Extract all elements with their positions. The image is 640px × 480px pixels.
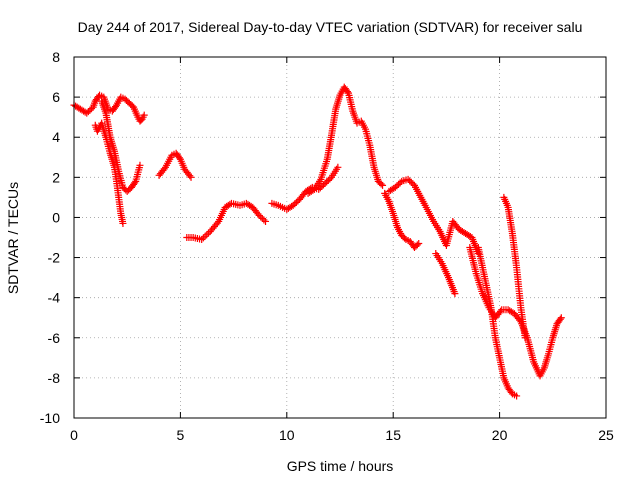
data-points bbox=[70, 83, 565, 400]
series-3 bbox=[98, 97, 144, 195]
data-point bbox=[175, 154, 183, 162]
data-point bbox=[88, 105, 96, 113]
data-point bbox=[556, 315, 564, 323]
data-point bbox=[213, 219, 221, 227]
data-point bbox=[204, 229, 212, 237]
data-point bbox=[160, 165, 168, 173]
axis-ticks: 0 5 10 15 20 25 -10 -8 -6 -4 -2 0 2 4 6 8 bbox=[40, 49, 614, 443]
data-point bbox=[415, 240, 423, 248]
data-point bbox=[186, 172, 194, 180]
data-point bbox=[203, 231, 211, 239]
data-point bbox=[324, 176, 332, 184]
data-point bbox=[291, 200, 299, 208]
series-13 bbox=[500, 193, 529, 342]
data-point bbox=[406, 177, 414, 185]
x-tick-label: 15 bbox=[385, 427, 401, 443]
y-tick-label: 2 bbox=[52, 169, 60, 185]
data-point bbox=[393, 182, 401, 190]
data-point bbox=[379, 181, 387, 189]
data-point bbox=[260, 216, 268, 224]
series-4 bbox=[155, 149, 195, 181]
data-point bbox=[404, 175, 412, 183]
data-point bbox=[136, 161, 144, 169]
data-point bbox=[496, 307, 504, 315]
data-point bbox=[401, 234, 409, 242]
data-point bbox=[343, 88, 351, 96]
data-point bbox=[198, 236, 206, 244]
data-point bbox=[187, 173, 195, 181]
y-tick-label: -6 bbox=[48, 330, 61, 346]
series-12 bbox=[466, 244, 565, 380]
y-tick-label: 0 bbox=[52, 209, 60, 225]
data-point bbox=[513, 392, 521, 400]
data-point bbox=[292, 198, 300, 206]
series-1 bbox=[70, 91, 148, 125]
data-point bbox=[334, 163, 342, 171]
data-point bbox=[131, 179, 139, 187]
series-8 bbox=[381, 189, 423, 252]
x-tick-label: 0 bbox=[70, 427, 78, 443]
data-point bbox=[521, 334, 529, 342]
data-point bbox=[407, 178, 415, 186]
data-point bbox=[395, 180, 403, 188]
y-tick-label: 8 bbox=[52, 49, 60, 65]
y-tick-label: -10 bbox=[40, 410, 60, 426]
data-point bbox=[377, 180, 385, 188]
data-point bbox=[323, 178, 331, 186]
data-point bbox=[557, 314, 565, 322]
y-tick-label: -8 bbox=[48, 370, 61, 386]
y-tick-label: -2 bbox=[48, 250, 61, 266]
x-tick-label: 10 bbox=[279, 427, 295, 443]
y-tick-label: -4 bbox=[48, 290, 61, 306]
plot-frame bbox=[73, 56, 607, 419]
grid-lines bbox=[74, 57, 606, 418]
data-point bbox=[84, 108, 92, 116]
x-axis-title: GPS time / hours bbox=[287, 458, 394, 474]
data-point bbox=[255, 211, 263, 219]
data-point bbox=[289, 201, 297, 209]
data-point bbox=[409, 180, 417, 188]
data-point bbox=[201, 232, 209, 240]
data-point bbox=[140, 111, 148, 119]
data-point bbox=[391, 183, 399, 191]
data-point bbox=[396, 179, 404, 187]
data-point bbox=[257, 213, 265, 221]
series-5 bbox=[183, 199, 270, 244]
data-point bbox=[262, 217, 270, 225]
data-point bbox=[321, 179, 329, 187]
data-point bbox=[83, 109, 91, 117]
data-point bbox=[258, 214, 266, 222]
data-point bbox=[86, 106, 94, 114]
data-point bbox=[326, 175, 334, 183]
y-axis-title: SDTVAR / TECUs bbox=[5, 182, 21, 294]
data-point bbox=[119, 219, 127, 227]
data-point bbox=[413, 241, 421, 249]
x-tick-label: 20 bbox=[492, 427, 508, 443]
series-10 bbox=[432, 250, 459, 298]
y-tick-label: 4 bbox=[52, 129, 60, 145]
y-tick-label: 6 bbox=[52, 89, 60, 105]
data-point bbox=[318, 182, 326, 190]
series-7 bbox=[304, 83, 387, 197]
chart-title: Day 244 of 2017, Sidereal Day-to-day VTE… bbox=[78, 19, 583, 35]
data-point bbox=[111, 103, 119, 111]
data-point bbox=[320, 181, 328, 189]
x-tick-label: 5 bbox=[177, 427, 185, 443]
data-point bbox=[199, 234, 207, 242]
data-point bbox=[451, 290, 459, 298]
x-tick-label: 25 bbox=[598, 427, 614, 443]
